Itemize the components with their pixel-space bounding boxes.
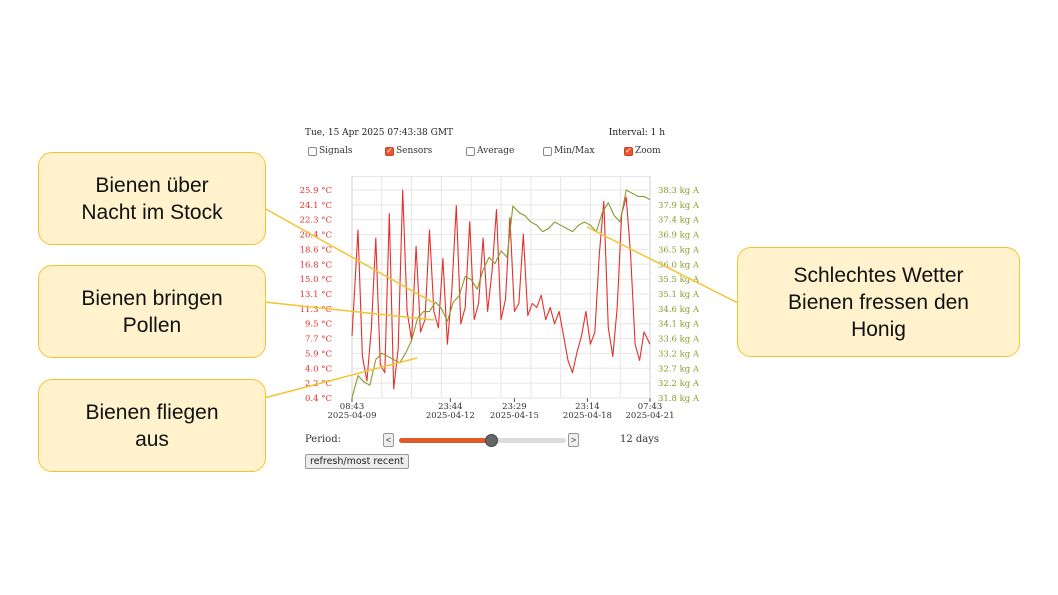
checkbox-sensors[interactable]: ✓ [385, 146, 394, 156]
x-tick-time: 23:29 [502, 402, 527, 412]
timestamp: Tue, 15 Apr 2025 07:43:38 GMT [305, 128, 454, 138]
y-left-tick-label: 13.1 °C [300, 290, 332, 300]
period-label: Period: [305, 434, 341, 445]
option-signals-label: Signals [319, 146, 353, 156]
leader-pollen [263, 301, 435, 321]
period-next-button[interactable]: > [568, 433, 579, 447]
callout-weather: Schlechtes Wetter Bienen fressen den Hon… [737, 247, 1020, 357]
y-right-tick-label: 35.5 kg A [658, 275, 700, 285]
callout-fly: Bienen fliegen aus [38, 379, 266, 472]
refresh-button[interactable]: refresh/most recent [305, 454, 409, 469]
interval-label: Interval: 1 h [608, 128, 665, 138]
y-right-tick-label: 36.0 kg A [658, 260, 700, 270]
leader-night [263, 207, 435, 304]
x-tick-time: 07:43 [638, 402, 663, 412]
checkbox-signals[interactable] [308, 146, 317, 156]
option-average[interactable]: Average [466, 146, 514, 156]
period-prev-button[interactable]: < [383, 433, 394, 447]
y-left-tick-label: 25.9 °C [300, 186, 332, 196]
y-right-tick-label: 37.9 kg A [658, 201, 700, 211]
option-minmax[interactable]: Min/Max [543, 146, 595, 156]
callout-night: Bienen über Nacht im Stock [38, 152, 266, 245]
series-line-temperature [351, 189, 651, 390]
y-left-tick-label: 16.8 °C [300, 260, 332, 270]
x-tick-time: 23:14 [575, 402, 600, 412]
checkbox-minmax[interactable] [543, 146, 552, 156]
y-right-tick-label: 38.3 kg A [658, 186, 700, 196]
y-left-tick-label: 5.9 °C [305, 349, 332, 359]
y-right-tick-label: 34.1 kg A [658, 320, 700, 330]
y-right-tick-label: 34.6 kg A [658, 305, 700, 315]
x-tick-date: 2025-04-21 [625, 411, 674, 421]
y-right-tick-label: 35.1 kg A [658, 290, 700, 300]
option-signals[interactable]: Signals [308, 146, 352, 156]
y-right-tick-label: 37.4 kg A [658, 216, 700, 226]
y-left-tick-label: 15.0 °C [300, 275, 332, 285]
period-days: 12 days [620, 434, 660, 445]
y-left-tick-label: 9.5 °C [305, 320, 332, 330]
y-left-tick-label: 4.0 °C [305, 364, 332, 374]
leader-weather [586, 226, 739, 304]
option-sensors[interactable]: ✓ Sensors [385, 146, 432, 156]
option-minmax-label: Min/Max [554, 146, 595, 156]
checkbox-zoom[interactable]: ✓ [624, 146, 633, 156]
y-right-tick-label: 36.9 kg A [658, 231, 700, 241]
period-slider[interactable] [399, 434, 566, 447]
checkbox-average[interactable] [466, 146, 475, 156]
y-left-tick-label: 7.7 °C [305, 335, 332, 345]
x-tick-date: 2025-04-12 [426, 411, 475, 421]
option-zoom-label: Zoom [635, 146, 661, 156]
y-right-tick-label: 31.8 kg A [658, 394, 700, 404]
period-slider-handle[interactable] [484, 434, 498, 447]
sensor-chart[interactable]: 25.9 °C 38.3 kg A 24.1 °C 37.9 kg A 22.3 °C 3… [300, 176, 710, 426]
y-left-tick-label: 20.4 °C [300, 231, 332, 241]
period-slider-fill [399, 438, 491, 443]
y-left-tick-label: 22.3 °C [300, 216, 332, 226]
y-left-tick-label: 24.1 °C [300, 201, 332, 211]
callout-pollen: Bienen bringen Pollen [38, 265, 266, 358]
y-right-tick-label: 33.2 kg A [658, 349, 700, 359]
y-right-tick-label: 33.6 kg A [658, 335, 700, 345]
series-line-weight [351, 189, 651, 399]
y-left-tick-label: 11.3 °C [300, 305, 332, 315]
y-right-tick-label: 36.5 kg A [658, 245, 700, 255]
option-average-label: Average [477, 146, 515, 156]
option-sensors-label: Sensors [396, 146, 433, 156]
leader-fly [263, 357, 418, 399]
x-tick-date: 2025-04-18 [563, 411, 612, 421]
x-tick-date: 2025-04-15 [490, 411, 539, 421]
x-tick-time: 23:44 [438, 402, 463, 412]
y-right-tick-label: 32.7 kg A [658, 364, 700, 374]
y-left-tick-label: 18.6 °C [300, 245, 332, 255]
options-bar: Signals ✓ Sensors Average Min/Max ✓ Zoom [0, 146, 1058, 160]
x-tick-date: 2025-04-09 [327, 411, 376, 421]
y-left-tick-label: 0.4 °C [305, 394, 332, 404]
x-tick-time: 08:43 [340, 402, 365, 412]
option-zoom[interactable]: ✓ Zoom [624, 146, 661, 156]
y-right-tick-label: 32.2 kg A [658, 379, 700, 389]
